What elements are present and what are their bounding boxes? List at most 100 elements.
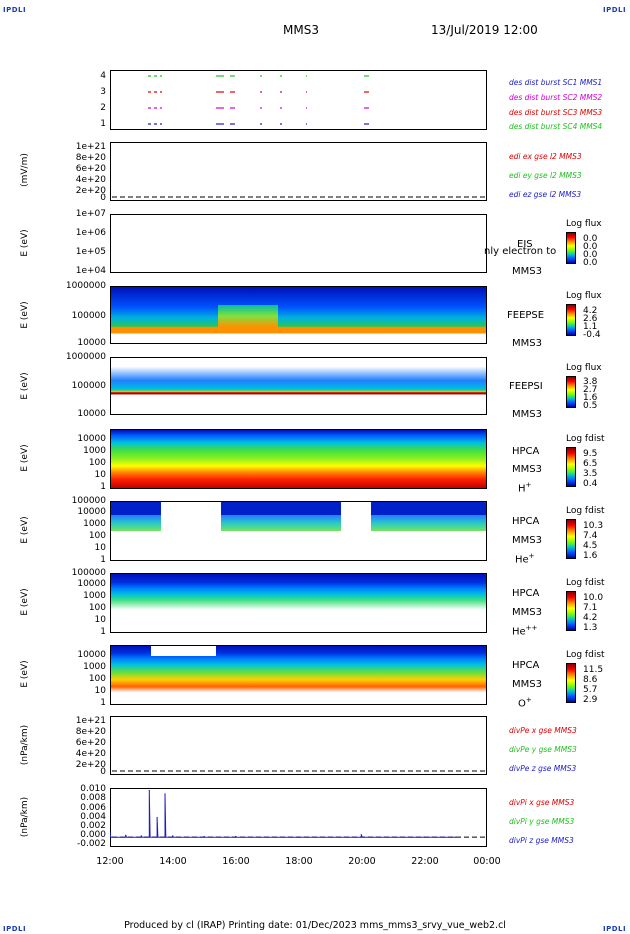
colorbar-value: 1.6 — [583, 551, 598, 561]
y-axis-label: E (eV) — [20, 444, 30, 472]
y-tick: 10 — [94, 543, 106, 553]
y-tick: 3 — [100, 87, 106, 97]
legend-entry: divPe x gse MMS3 — [509, 726, 577, 735]
colorbar-value: 2.7 — [583, 385, 598, 395]
y-tick: 2 — [100, 103, 106, 113]
y-axis-label: E (eV) — [20, 301, 30, 329]
x-tick: 16:00 — [222, 856, 250, 867]
colorbar — [566, 663, 576, 703]
colorbar — [566, 591, 576, 631]
y-tick: 0.002 — [80, 821, 106, 831]
feepse-spectrogram — [110, 286, 487, 344]
data-point — [235, 836, 237, 838]
x-tick: 00:00 — [473, 856, 501, 867]
data-point — [360, 834, 362, 836]
colorbar-value: -0.4 — [583, 330, 601, 340]
y-tick: 1 — [100, 482, 106, 492]
colorbar-title: Log fdist — [566, 434, 605, 444]
y-tick: 0.000 — [80, 830, 106, 840]
colorbar-value: 2.9 — [583, 695, 598, 705]
y-axis-label: E (eV) — [20, 660, 30, 688]
colorbar — [566, 376, 576, 408]
y-tick: 10000 — [77, 338, 106, 348]
instrument-label: HPCA — [512, 660, 540, 671]
corner-mark-tr: IPDLI — [603, 6, 627, 14]
burst-panel — [110, 70, 487, 130]
legend-entry: edi ex gse l2 MMS3 — [509, 152, 582, 161]
legend-entry: divPi y gse MMS3 — [509, 817, 575, 826]
series-line — [110, 790, 457, 838]
divpi-plot — [110, 789, 485, 838]
instrument-label: FEEPSE — [507, 310, 545, 321]
colorbar-title: Log fdist — [566, 578, 605, 588]
y-axis-label: (nPa/km) — [20, 796, 30, 838]
legend-entry: divPi z gse MMS3 — [509, 836, 574, 845]
y-tick: 2e+20 — [75, 760, 106, 770]
y-axis-label: E (eV) — [20, 372, 30, 400]
colorbar-value: 4.2 — [583, 306, 598, 316]
edi-zero-line — [112, 196, 485, 198]
date-time: 13/Jul/2019 12:00 — [431, 23, 538, 37]
y-tick: 100000 — [71, 311, 106, 321]
y-tick: 100 — [88, 458, 106, 468]
y-tick: 1000 — [83, 662, 106, 672]
data-point — [148, 789, 150, 792]
instrument-label: HPCA — [512, 516, 540, 527]
x-tick: 18:00 — [285, 856, 313, 867]
colorbar-value: 0.0 — [583, 250, 598, 260]
colorbar-title: Log fdist — [566, 506, 605, 516]
colorbar-title: Log flux — [566, 291, 602, 301]
x-tick: 22:00 — [411, 856, 439, 867]
legend-entry: edi ez gse l2 MMS3 — [509, 190, 582, 199]
y-tick: 1000 — [83, 446, 106, 456]
burst-markers — [148, 75, 369, 125]
y-tick: 0.008 — [80, 793, 106, 803]
eis-panel — [110, 214, 487, 273]
y-tick: 4 — [100, 71, 106, 81]
spacecraft-label: MMS3 — [512, 607, 542, 618]
y-tick: 0.010 — [80, 784, 106, 794]
y-tick: 2e+20 — [75, 186, 106, 196]
y-tick: 1000000 — [65, 352, 106, 362]
x-tick: 14:00 — [159, 856, 187, 867]
legend-entry: des dist burst SC1 MMS1 — [509, 78, 603, 87]
y-axis-label: E (eV) — [20, 229, 30, 257]
spacecraft-label: MMS3 — [512, 266, 542, 277]
data-point — [164, 793, 166, 795]
y-tick: 10 — [94, 686, 106, 696]
data-point — [172, 835, 174, 837]
data-point — [203, 836, 205, 838]
legend-entry: des dist burst SC2 MMS2 — [509, 93, 603, 102]
colorbar-value: 10.0 — [583, 593, 604, 603]
corner-mark-tl: IPDLI — [3, 6, 27, 14]
colorbar-title: Log fdist — [566, 650, 605, 660]
y-tick: 10000 — [77, 650, 106, 660]
y-tick: 0.004 — [80, 812, 106, 822]
y-tick: 100000 — [71, 568, 106, 578]
y-tick: 0.006 — [80, 803, 106, 813]
overlay-text: nly electron to — [484, 246, 557, 257]
colorbar-value: 3.5 — [583, 469, 598, 479]
y-tick: 8e+20 — [75, 727, 106, 737]
spacecraft-label: MMS3 — [512, 679, 542, 690]
y-tick: 100 — [88, 531, 106, 541]
legend-entry: divPi x gse MMS3 — [509, 798, 575, 807]
colorbar-title: Log flux — [566, 363, 602, 373]
y-tick: 0 — [100, 767, 106, 777]
y-tick: 10000 — [77, 507, 106, 517]
colorbar-value: 7.4 — [583, 531, 598, 541]
colorbar-value: 5.7 — [583, 685, 598, 695]
instrument-label: HPCA — [512, 588, 540, 599]
y-tick: 1e+06 — [75, 228, 106, 238]
species-label: He++ — [512, 624, 538, 638]
colorbar-value: 2.6 — [583, 314, 598, 324]
colorbar-value: 0.4 — [583, 479, 598, 489]
y-tick: 1 — [100, 119, 106, 129]
y-tick: 1 — [100, 627, 106, 637]
hpca-he2-spectrogram — [110, 573, 487, 633]
y-tick: 10000 — [77, 579, 106, 589]
instrument-label: EIS — [517, 239, 533, 250]
x-tick: 20:00 — [348, 856, 376, 867]
y-tick: 6e+20 — [75, 738, 106, 748]
y-tick: 1e+04 — [75, 266, 106, 276]
